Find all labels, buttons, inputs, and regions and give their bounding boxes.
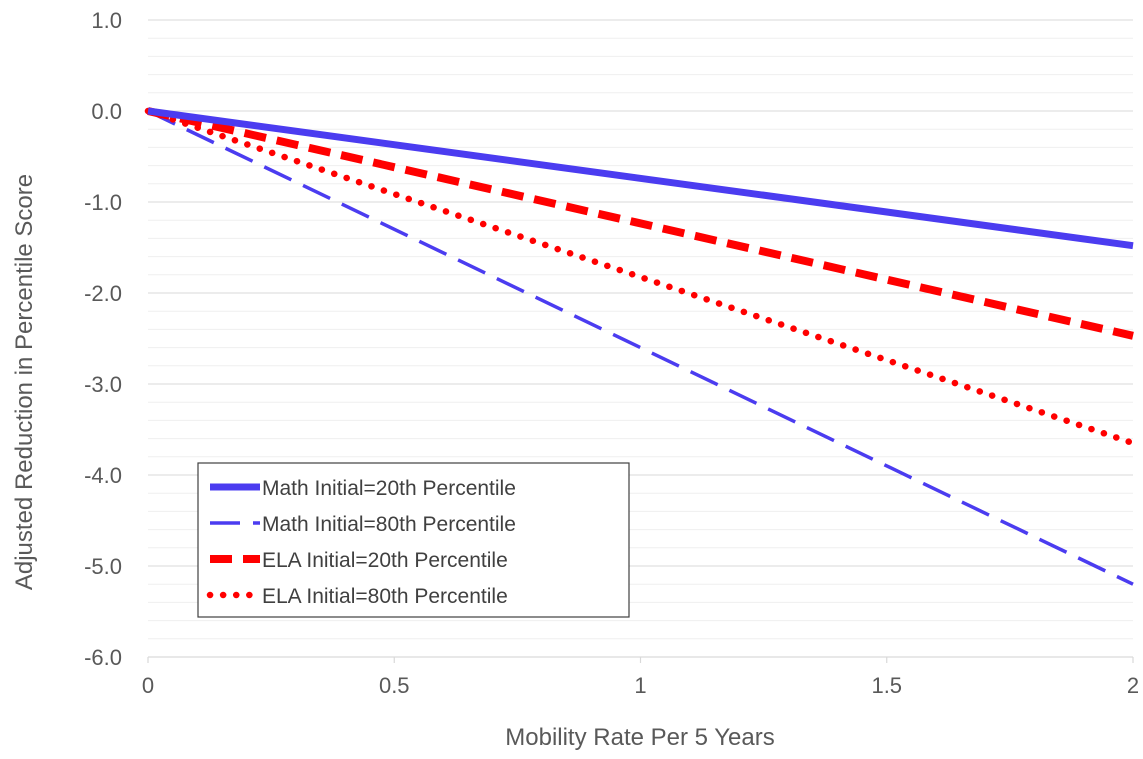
- series-line-2: [147, 109, 1134, 586]
- x-tick-label: 0: [142, 673, 154, 698]
- y-tick-label: -5.0: [84, 554, 122, 579]
- y-tick-label: -1.0: [84, 190, 122, 215]
- legend-label-4: ELA Initial=80th Percentile: [262, 585, 508, 608]
- x-tick-label: 0.5: [379, 673, 410, 698]
- series-line-1: [147, 107, 1134, 250]
- legend-box: [197, 462, 630, 618]
- legend-label-3: ELA Initial=20th Percentile: [262, 549, 508, 572]
- legend-label-1: Math Initial=20th Percentile: [262, 477, 516, 500]
- series-line-3: [147, 107, 1134, 340]
- y-tick-label: -4.0: [84, 463, 122, 488]
- y-tick-label: 0.0: [91, 99, 122, 124]
- series-lines: [144, 107, 1137, 586]
- y-tick-label: -2.0: [84, 281, 122, 306]
- y-axis-title: Adjusted Reduction in Percentile Score: [11, 174, 38, 590]
- legend-label-2: Math Initial=80th Percentile: [262, 513, 516, 536]
- x-tick-label: 1: [634, 673, 646, 698]
- x-tick-label: 1.5: [871, 673, 902, 698]
- x-axis-title: Mobility Rate Per 5 Years: [505, 724, 774, 751]
- legend: Math Initial=20th Percentile Math Initial…: [197, 462, 630, 618]
- series-line-4: [144, 107, 1137, 447]
- y-tick-label: -3.0: [84, 372, 122, 397]
- y-tick-label: 1.0: [91, 8, 122, 33]
- y-tick-label: -6.0: [84, 645, 122, 670]
- x-tick-labels: 0 0.5 1 1.5 2: [142, 673, 1139, 698]
- x-tick-label: 2: [1127, 673, 1139, 698]
- y-tick-labels: 1.0 0.0 -1.0 -2.0 -3.0 -4.0 -5.0 -6.0: [84, 8, 122, 670]
